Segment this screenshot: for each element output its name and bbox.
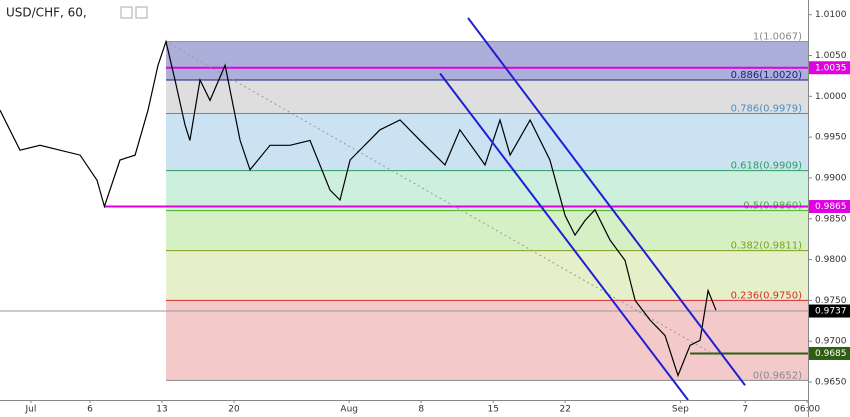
price-tag bbox=[809, 61, 850, 75]
y-tick-label: 1.0050 bbox=[815, 51, 847, 61]
y-tick-label: 1.0000 bbox=[815, 92, 847, 102]
x-tick-label: 20 bbox=[228, 405, 240, 415]
y-tick-label: 0.9950 bbox=[815, 133, 847, 143]
y-tick-label: 0.9650 bbox=[815, 378, 847, 388]
fib-label: 0(0.9652) bbox=[753, 370, 802, 381]
trend-line bbox=[165, 41, 716, 356]
x-tick-label: Sep bbox=[672, 405, 689, 415]
x-axis-panel bbox=[0, 400, 808, 417]
fib-label: 0.236(0.9750) bbox=[731, 290, 803, 301]
y-tick-label: 0.9800 bbox=[815, 255, 847, 265]
x-tick-label: 22 bbox=[559, 405, 570, 415]
fib-band bbox=[166, 80, 809, 114]
y-tick-label: 0.9900 bbox=[815, 173, 847, 183]
fib-band bbox=[166, 250, 809, 301]
x-tick-label: 7 bbox=[742, 405, 748, 415]
price-tag bbox=[809, 304, 850, 318]
channel-line bbox=[467, 17, 746, 386]
title-backdrop bbox=[0, 0, 135, 26]
price-tag-label: 0.9685 bbox=[815, 349, 847, 359]
eye-icon[interactable] bbox=[120, 6, 133, 19]
channel-line bbox=[439, 72, 689, 401]
price-tag-label: 0.9865 bbox=[815, 202, 847, 212]
fib-band bbox=[166, 300, 809, 381]
fib-label: 1(1.0067) bbox=[753, 32, 802, 43]
settings-icon[interactable] bbox=[135, 6, 148, 19]
x-tick-label: 6 bbox=[87, 405, 93, 415]
y-tick-label: 0.9700 bbox=[815, 337, 847, 347]
fib-band bbox=[166, 113, 809, 171]
x-tick-label: 15 bbox=[487, 405, 498, 415]
chart-title: USD/CHF, 60, bbox=[6, 6, 87, 20]
fib-band bbox=[166, 210, 809, 251]
x-tick-label: 13 bbox=[156, 405, 167, 415]
x-tick-label: Jul bbox=[25, 405, 37, 415]
fib-label: 0.886(1.0020) bbox=[731, 70, 803, 81]
y-tick-label: 0.9850 bbox=[815, 214, 847, 224]
x-tick-label: Aug bbox=[340, 405, 358, 415]
price-tag bbox=[809, 200, 850, 214]
plot-area: 1(1.0067) 0.886(1.0020) 0.786(0.9979) 0.618… bbox=[0, 17, 809, 401]
x-tick-label: 06:00 bbox=[794, 405, 820, 415]
fib-label: 0.382(0.9811) bbox=[731, 241, 803, 252]
price-tag bbox=[809, 346, 850, 360]
y-tick-label: 1.0100 bbox=[815, 10, 847, 20]
fib-band bbox=[166, 41, 809, 80]
x-tick-label: 8 bbox=[418, 405, 424, 415]
price-tag-label: 1.0035 bbox=[815, 63, 847, 73]
price-tag-label: 0.9737 bbox=[815, 307, 847, 317]
fib-label: 0.618(0.9909) bbox=[731, 161, 803, 172]
fib-band bbox=[166, 170, 809, 211]
price-series bbox=[0, 39, 717, 378]
y-tick-label: 0.9750 bbox=[815, 296, 847, 306]
fib-label: 0.786(0.9979) bbox=[731, 103, 803, 114]
